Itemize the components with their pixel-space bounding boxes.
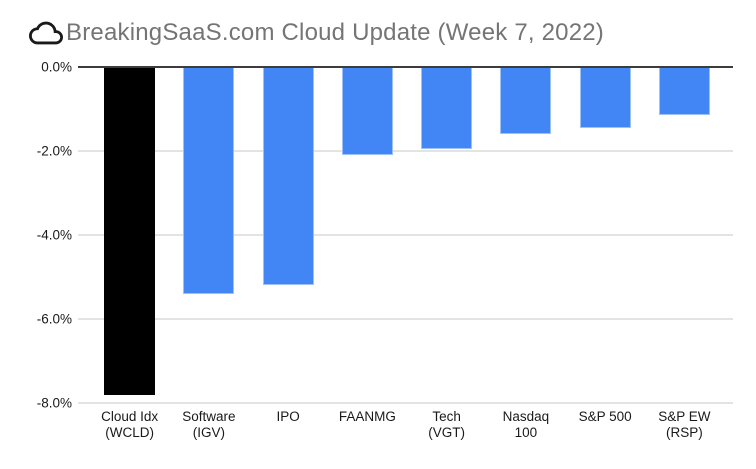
bar-s-p-500 <box>579 67 631 128</box>
bar-faanmg <box>341 67 393 156</box>
x-category-label: Software (IGV) <box>182 409 236 440</box>
bars-container <box>90 67 724 403</box>
y-tick-label: -6.0% <box>36 311 72 327</box>
x-category-label: Nasdaq 100 <box>502 409 550 440</box>
zero-axis-line <box>78 66 733 68</box>
bar-nasdaq-100 <box>500 67 552 135</box>
x-axis-labels: Cloud Idx (WCLD) Software (IGV) IPO FAANMG T… <box>90 409 724 441</box>
x-category-label: S&P 500 <box>578 409 632 424</box>
y-axis-labels: 0.0% -2.0% -4.0% -6.0% -8.0% <box>0 60 72 411</box>
bar-slot <box>249 67 328 403</box>
chart-title-row: BreakingSaaS.com Cloud Update (Week 7, 2… <box>29 16 604 50</box>
x-category-label: IPO <box>276 409 300 424</box>
y-tick-label: 0.0% <box>41 59 72 75</box>
plot-area <box>78 66 733 404</box>
x-category-label: Tech (VGT) <box>428 409 465 440</box>
chart-title: BreakingSaaS.com Cloud Update (Week 7, 2… <box>66 19 604 46</box>
bar-cloud-idx-wcld <box>104 67 156 395</box>
gridline <box>78 234 733 236</box>
bar-slot <box>169 67 248 403</box>
bar-slot <box>645 67 724 403</box>
y-tick-label: -8.0% <box>36 395 72 411</box>
bar-slot <box>407 67 486 403</box>
gridline <box>78 402 733 404</box>
bar-tech-vgt <box>421 67 473 149</box>
bar-ipo <box>262 67 314 286</box>
bar-slot <box>486 67 565 403</box>
x-category-label: FAANMG <box>338 409 396 424</box>
cloud-icon <box>29 21 63 45</box>
x-category-label: Cloud Idx (WCLD) <box>101 409 159 440</box>
gridline <box>78 150 733 152</box>
bar-slot <box>566 67 645 403</box>
bar-slot <box>90 67 169 403</box>
bar-s-p-ew-rsp <box>658 67 710 116</box>
bar-slot <box>328 67 407 403</box>
x-category-label: S&P EW (RSP) <box>658 409 711 440</box>
y-tick-label: -2.0% <box>36 143 72 159</box>
bar-software-igv <box>183 67 235 294</box>
gridline <box>78 318 733 320</box>
y-tick-label: -4.0% <box>36 227 72 243</box>
